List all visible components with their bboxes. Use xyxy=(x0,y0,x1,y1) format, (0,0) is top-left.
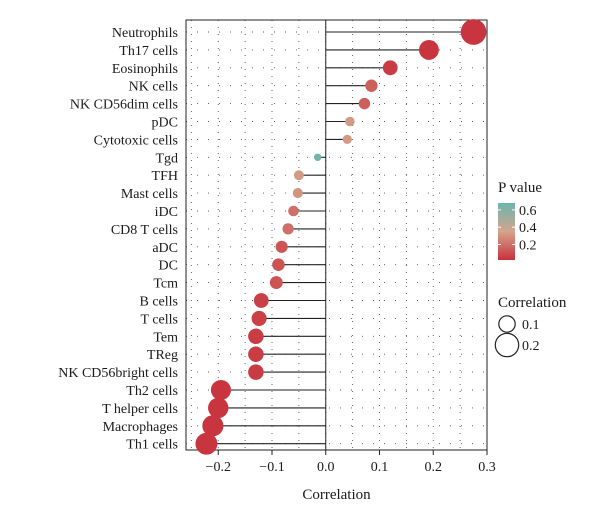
data-point xyxy=(293,170,304,181)
category-label: Th2 cells xyxy=(126,384,178,399)
size-legend-label: 0.1 xyxy=(522,318,540,333)
lollipop-mark: Neutrophils xyxy=(112,19,487,45)
category-label: NK cells xyxy=(129,80,178,95)
category-label: pDC xyxy=(152,116,178,131)
data-point xyxy=(288,205,299,217)
lollipop-mark: T helper cells xyxy=(102,397,326,419)
data-point xyxy=(248,364,264,380)
color-legend-tick-label: 0.4 xyxy=(519,221,537,236)
size-legend-label: 0.2 xyxy=(522,339,540,354)
x-tick-label: −0.1 xyxy=(259,460,284,475)
category-label: Eosinophils xyxy=(112,62,178,77)
category-label: NK CD56dim cells xyxy=(70,98,178,113)
lollipop-mark: Th17 cells xyxy=(119,39,439,60)
data-point xyxy=(208,397,229,419)
x-tick-label: 0.0 xyxy=(317,460,335,475)
grid xyxy=(186,20,488,450)
data-point xyxy=(365,79,378,92)
category-label: CD8 T cells xyxy=(111,223,178,238)
lollipop-mark: pDC xyxy=(152,116,355,131)
plot-area: Neutrophils Th17 cells Eosinophils NK cells… xyxy=(58,19,496,503)
data-point xyxy=(195,432,218,455)
category-label: Tgd xyxy=(155,151,178,166)
category-label: Macrophages xyxy=(103,420,178,435)
lollipop-mark: TReg xyxy=(147,346,326,363)
category-label: TReg xyxy=(147,348,178,363)
x-tick-label: 0.3 xyxy=(478,460,496,475)
lollipop-mark: NK cells xyxy=(129,79,378,95)
size-legend-circle xyxy=(498,315,516,333)
lollipop-mark: Tgd xyxy=(155,151,326,166)
category-label: Mast cells xyxy=(121,187,178,202)
legend: P value 0.6 0.4 0.2 Correlation 0.1 0.2 xyxy=(494,180,567,358)
category-label: Cytotoxic cells xyxy=(94,133,178,148)
category-label: Th1 cells xyxy=(126,438,178,453)
lollipop-mark: NK CD56dim cells xyxy=(70,97,371,113)
data-point xyxy=(210,379,231,401)
lollipop-mark: CD8 T cells xyxy=(111,223,326,238)
data-point xyxy=(313,153,322,162)
data-point xyxy=(345,116,355,127)
category-label: T helper cells xyxy=(102,402,178,417)
lollipop-mark: Mast cells xyxy=(121,187,326,202)
category-label: aDC xyxy=(152,241,178,256)
data-point xyxy=(253,293,269,308)
lollipop-mark: Th1 cells xyxy=(126,432,326,455)
x-tick-label: −0.2 xyxy=(206,460,231,475)
x-axis-title: Correlation xyxy=(302,487,371,503)
data-point xyxy=(460,19,487,45)
plot-frame xyxy=(185,19,488,451)
data-point xyxy=(251,310,267,326)
x-tick-label: 0.2 xyxy=(425,460,443,475)
category-label: Neutrophils xyxy=(112,26,178,41)
color-legend-tick-label: 0.2 xyxy=(519,238,537,253)
data-point xyxy=(282,223,294,235)
lollipop-mark: T cells xyxy=(141,310,326,327)
data-point xyxy=(275,240,288,253)
data-point xyxy=(419,39,439,60)
lollipop-mark: Tem xyxy=(153,328,326,345)
data-point xyxy=(358,97,371,110)
category-label: iDC xyxy=(155,205,178,220)
color-legend-title: P value xyxy=(498,180,542,196)
data-point xyxy=(342,134,352,144)
lollipop-mark: TFH xyxy=(152,169,326,184)
category-label: DC xyxy=(159,259,178,274)
lollipop-mark: iDC xyxy=(155,205,326,220)
color-legend-tick-label: 0.6 xyxy=(519,204,537,219)
category-label: Tem xyxy=(153,330,178,345)
color-legend-bar xyxy=(498,203,515,260)
data-point xyxy=(202,415,224,437)
data-point xyxy=(292,188,303,199)
lollipop-mark: aDC xyxy=(152,240,326,256)
lollipop-mark: Th2 cells xyxy=(126,379,326,401)
size-legend-title: Correlation xyxy=(498,295,567,311)
lollipop-mark: NK CD56bright cells xyxy=(58,364,326,381)
category-label: NK CD56bright cells xyxy=(58,366,178,381)
lollipop-mark: Eosinophils xyxy=(112,60,398,77)
data-point xyxy=(269,276,283,290)
lollipop-mark: Cytotoxic cells xyxy=(94,133,352,148)
lollipop-mark: Tcm xyxy=(153,276,326,292)
data-point xyxy=(248,328,264,345)
lollipop-mark: DC xyxy=(159,258,326,274)
lollipop-mark: B cells xyxy=(140,293,326,310)
data-point xyxy=(272,258,285,271)
category-label: B cells xyxy=(140,295,179,310)
x-tick-label: 0.1 xyxy=(371,460,389,475)
category-label: T cells xyxy=(141,312,178,327)
category-label: Tcm xyxy=(153,277,178,292)
category-label: Th17 cells xyxy=(119,44,178,59)
data-point xyxy=(248,346,264,362)
lollipop-mark: Macrophages xyxy=(103,415,326,437)
data-point xyxy=(382,60,398,76)
category-label: TFH xyxy=(152,169,178,184)
size-legend-circle xyxy=(494,332,520,358)
